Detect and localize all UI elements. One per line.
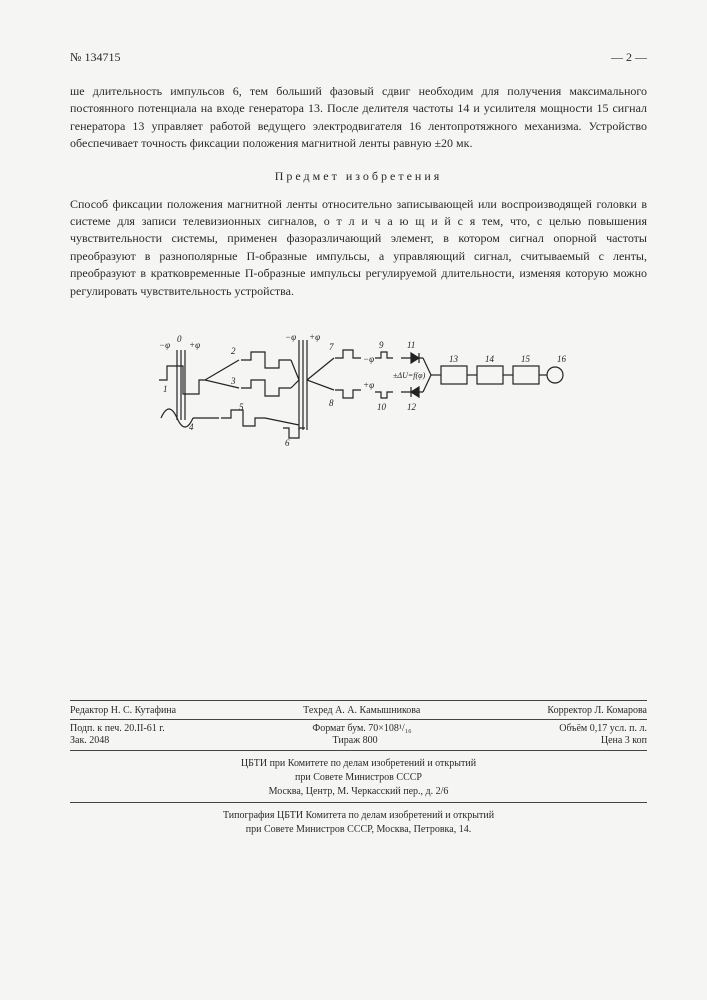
volume: Объём 0,17 усл. п. л. — [559, 723, 647, 734]
label-13: 13 — [449, 354, 459, 364]
label-zero: 0 — [177, 334, 182, 344]
org-line-3: Москва, Центр, М. Черкасский пер., д. 2/… — [70, 785, 647, 799]
label-1: 1 — [163, 384, 168, 394]
label-10: 10 — [377, 402, 387, 412]
page-header: № 134715 — 2 — — [70, 50, 647, 65]
label-5: 5 — [239, 402, 244, 412]
footer-org: ЦБТИ при Комитете по делам изобретений и… — [70, 757, 647, 799]
org-line-1: ЦБТИ при Комитете по делам изобретений и… — [70, 757, 647, 771]
divider — [70, 719, 647, 720]
corrector: Корректор Л. Комарова — [547, 705, 647, 716]
label-2: 2 — [231, 346, 236, 356]
page-number: — 2 — — [611, 50, 647, 65]
label-15: 15 — [521, 354, 531, 364]
typo-line-1: Типография ЦБТИ Комитета по делам изобре… — [70, 809, 647, 823]
label-8: 8 — [329, 398, 334, 408]
paragraph-2: Способ фиксации положения магнитной лент… — [70, 196, 647, 300]
label-phi-pos-mid: +φ — [363, 380, 374, 390]
label-7: 7 — [329, 342, 334, 352]
price: Цена 3 коп — [601, 735, 647, 746]
label-phi-neg-top: −φ — [285, 332, 296, 342]
label-phi-pos: +φ — [189, 340, 200, 350]
tirage: Тираж 800 — [333, 735, 378, 746]
label-4: 4 — [189, 422, 194, 432]
section-heading: Предмет изобретения — [70, 169, 647, 184]
label-deltaU: ±ΔU=f(φ) — [393, 371, 426, 380]
order-number: Зак. 2048 — [70, 735, 109, 746]
footer-typography: Типография ЦБТИ Комитета по делам изобре… — [70, 809, 647, 837]
label-12: 12 — [407, 402, 417, 412]
sign-date: Подп. к печ. 20.II-61 г. — [70, 723, 165, 734]
paragraph-1: ше длительность импульсов 6, тем больший… — [70, 83, 647, 153]
label-phi-pos-top: +φ — [309, 332, 320, 342]
typo-line-2: при Совете Министров СССР, Москва, Петро… — [70, 823, 647, 837]
label-phi-neg-mid: −φ — [363, 354, 374, 364]
label-14: 14 — [485, 354, 495, 364]
document-number: № 134715 — [70, 50, 120, 65]
page-container: № 134715 — 2 — ше длительность импульсов… — [0, 0, 707, 1000]
label-6: 6 — [285, 438, 290, 448]
label-16: 16 — [557, 354, 567, 364]
org-line-2: при Совете Министров СССР — [70, 771, 647, 785]
label-9: 9 — [379, 340, 384, 350]
circuit-diagram: −φ 0 +φ 1 2 3 4 5 6 −φ +φ 7 8 9 10 11 12… — [149, 330, 569, 460]
label-phi-neg: −φ — [159, 340, 170, 350]
footer-credits: Редактор Н. С. Кутафина Техред А. А. Кам… — [70, 700, 647, 751]
label-3: 3 — [230, 376, 236, 386]
label-11: 11 — [407, 340, 415, 350]
editor: Редактор Н. С. Кутафина — [70, 705, 176, 716]
divider-bottom — [70, 802, 647, 803]
tech-editor: Техред А. А. Камышникова — [303, 705, 420, 716]
paper-format: Формат бум. 70×108¹/₁₆ — [312, 723, 411, 734]
